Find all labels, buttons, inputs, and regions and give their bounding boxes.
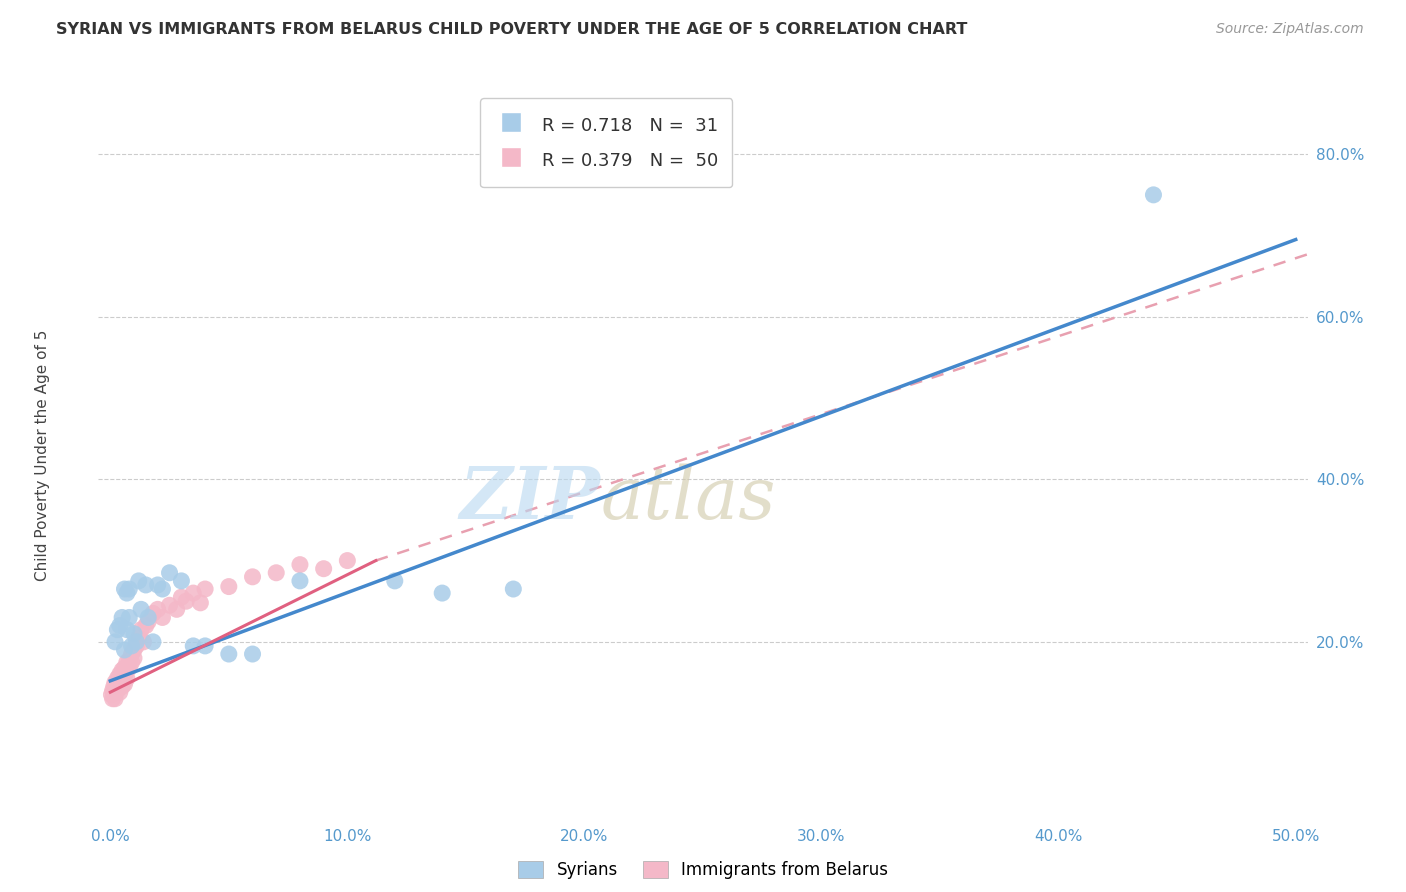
Point (384, 574, 406, 588)
Point (101, 683, 124, 698)
Point (122, 651, 145, 665)
Point (159, 566, 181, 580)
Point (122, 643, 145, 657)
Y-axis label: Child Poverty Under the Age of 5: Child Poverty Under the Age of 5 (35, 329, 49, 581)
Point (146, 578, 169, 592)
Point (194, 582, 217, 596)
Point (108, 667, 131, 681)
Point (190, 596, 212, 610)
Point (181, 639, 204, 653)
Point (218, 580, 240, 594)
Point (181, 586, 204, 600)
Point (118, 610, 141, 624)
Point (104, 691, 127, 706)
Point (114, 643, 136, 657)
Point (118, 653, 141, 667)
Point (115, 663, 138, 677)
Point (128, 631, 150, 645)
Point (100, 688, 122, 702)
Point (115, 586, 138, 600)
Point (170, 574, 193, 588)
Point (1142, 187, 1164, 202)
Point (111, 663, 134, 677)
Point (170, 590, 193, 604)
Point (152, 582, 174, 596)
Point (104, 675, 127, 690)
Point (194, 639, 217, 653)
Point (159, 599, 181, 613)
Point (129, 602, 152, 616)
Point (114, 677, 136, 691)
Point (114, 582, 136, 596)
Point (104, 635, 127, 649)
Point (166, 602, 188, 616)
Point (105, 672, 128, 686)
Point (114, 661, 136, 675)
Point (128, 574, 150, 588)
Point (288, 574, 311, 588)
Point (146, 602, 169, 616)
Point (174, 594, 197, 608)
Point (264, 566, 287, 580)
Point (312, 562, 335, 576)
Point (111, 680, 134, 694)
Text: Source: ZipAtlas.com: Source: ZipAtlas.com (1216, 22, 1364, 37)
Point (105, 683, 128, 698)
Point (288, 558, 311, 572)
Point (129, 623, 152, 637)
Point (105, 623, 128, 637)
Point (118, 582, 141, 596)
Point (218, 647, 240, 661)
Point (122, 626, 145, 640)
Text: atlas: atlas (600, 464, 776, 534)
Point (108, 618, 131, 632)
Point (114, 669, 136, 683)
Point (142, 635, 165, 649)
Point (115, 672, 138, 686)
Point (111, 672, 134, 686)
Point (502, 582, 524, 596)
Point (104, 683, 127, 698)
Point (142, 607, 165, 621)
Point (125, 639, 148, 653)
Point (242, 647, 264, 661)
Point (135, 578, 157, 592)
Point (242, 570, 264, 584)
Point (336, 553, 359, 567)
Point (108, 677, 131, 691)
Point (121, 647, 143, 661)
Point (121, 639, 143, 653)
Point (432, 586, 454, 600)
Point (152, 610, 174, 624)
Point (135, 618, 157, 632)
Text: ZIP: ZIP (460, 463, 600, 534)
Legend: Syrians, Immigrants from Belarus: Syrians, Immigrants from Belarus (512, 854, 894, 886)
Point (136, 615, 159, 629)
Point (111, 610, 134, 624)
Point (115, 655, 138, 669)
Point (115, 623, 138, 637)
Point (108, 685, 131, 699)
Point (125, 635, 148, 649)
Point (121, 655, 143, 669)
Point (101, 691, 124, 706)
Text: SYRIAN VS IMMIGRANTS FROM BELARUS CHILD POVERTY UNDER THE AGE OF 5 CORRELATION C: SYRIAN VS IMMIGRANTS FROM BELARUS CHILD … (56, 22, 967, 37)
Point (132, 635, 155, 649)
Point (105, 680, 128, 694)
Point (136, 610, 159, 624)
Point (103, 680, 125, 694)
Point (118, 661, 141, 675)
